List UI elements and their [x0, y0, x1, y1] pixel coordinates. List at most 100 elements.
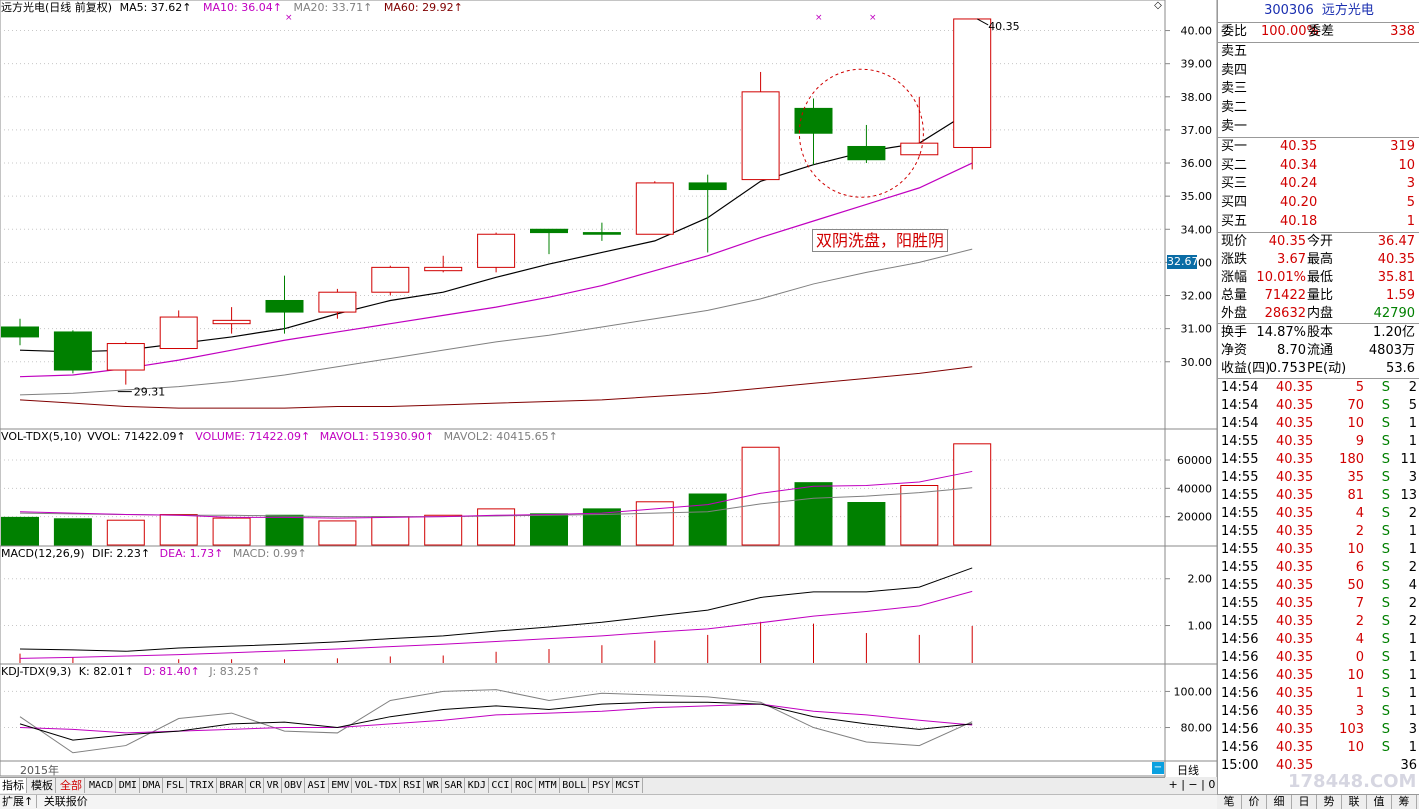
quote-value: 40.35 [1268, 233, 1306, 249]
panel-tab-1[interactable]: 价 [1242, 795, 1267, 809]
panel-tab-6[interactable]: 值 [1367, 795, 1392, 809]
tab-obv[interactable]: OBV [282, 778, 306, 793]
panel-tab-2[interactable]: 细 [1267, 795, 1292, 809]
tab-cci[interactable]: CCI [489, 778, 513, 793]
tab-rsi[interactable]: RSI [401, 778, 425, 793]
tab-sar[interactable]: SAR [442, 778, 466, 793]
tab-psy[interactable]: PSY [590, 778, 614, 793]
tick-volume: 5 [1355, 379, 1364, 395]
tick-count: 1 [1408, 433, 1417, 449]
quote-value: 3.67 [1277, 251, 1306, 267]
tab-brar[interactable]: BRAR [217, 778, 247, 793]
fin-label: 换手 [1221, 324, 1248, 340]
tick-count: 1 [1408, 415, 1417, 431]
candle-body [900, 142, 939, 156]
candle-body [212, 319, 251, 325]
tab-fsl[interactable]: FSL [164, 778, 188, 793]
y-tick-label: 20000 [1177, 511, 1212, 524]
collapse-icon[interactable]: − [1152, 762, 1164, 774]
tick-time: 14:55 [1221, 577, 1259, 593]
panel-tab-3[interactable]: 日 [1292, 795, 1317, 809]
buy-row: 买五 40.18 1 [1218, 213, 1419, 232]
diamond-icon[interactable]: ◇ [1154, 0, 1162, 11]
tab-kdj[interactable]: KDJ [466, 778, 489, 793]
tab-roc[interactable]: ROC [513, 778, 537, 793]
volume-bar [371, 516, 410, 546]
ma10-line [19, 162, 973, 378]
tick-price: 40.35 [1276, 559, 1314, 575]
tab-asi[interactable]: ASI [306, 778, 329, 793]
tick-side: S [1381, 397, 1390, 413]
tab-dma[interactable]: DMA [140, 778, 164, 793]
fin-label: 流通 [1307, 342, 1334, 358]
tick-volume: 2 [1355, 613, 1364, 629]
panel-tab-5[interactable]: 联 [1342, 795, 1367, 809]
stock-chart[interactable]: 40.0039.0038.0037.0036.0035.0034.0033.00… [0, 0, 1217, 777]
tab-boll[interactable]: BOLL [560, 778, 590, 793]
fin-row: 净资 8.70 流通 4803万 [1218, 342, 1419, 360]
tick-side: S [1381, 559, 1390, 575]
quote-label: 现价 [1221, 233, 1248, 249]
tick-price: 40.35 [1276, 613, 1314, 629]
related-quote-tab[interactable]: 关联报价 [43, 795, 88, 808]
fin-label: 收益(四) [1221, 360, 1271, 376]
panel-tab-0[interactable]: 笔 [1217, 795, 1242, 809]
tick-side: S [1381, 469, 1390, 485]
tab-全部[interactable]: 全部 [58, 778, 85, 793]
tick-side: S [1381, 505, 1390, 521]
tab-wr[interactable]: WR [425, 778, 442, 793]
tab-模板[interactable]: 模板 [29, 778, 56, 793]
volume-bar [265, 514, 304, 546]
quote-row: 总量 71422 量比 1.59 [1218, 287, 1419, 305]
vol-name: VOL-TDX(5,10) [1, 430, 82, 443]
tick-price: 40.35 [1276, 685, 1314, 701]
tick-volume: 3 [1355, 703, 1364, 719]
tick-volume: 4 [1355, 631, 1364, 647]
tick-row: 14:56 40.35 4 S 1 [1218, 631, 1419, 649]
tab-cr[interactable]: CR [247, 778, 265, 793]
tick-volume: 103 [1339, 721, 1364, 737]
y-tick-label: 30.00 [1181, 356, 1213, 369]
tick-time: 14:55 [1221, 559, 1259, 575]
tab-vol-tdx[interactable]: VOL-TDX [353, 778, 400, 793]
volume-bar [847, 502, 886, 546]
panel-tab-4[interactable]: 势 [1317, 795, 1342, 809]
period-label[interactable]: 日线 [1177, 764, 1199, 777]
tab-指标[interactable]: 指标 [0, 778, 27, 793]
quote-value: 35.81 [1377, 269, 1415, 285]
ma10-label: MA10: 36.04↑ [203, 1, 282, 14]
tab-mtm[interactable]: MTM [537, 778, 560, 793]
tick-time: 14:54 [1221, 379, 1259, 395]
tab-mcst[interactable]: MCST [614, 778, 643, 793]
ma20-label: MA20: 33.71↑ [293, 1, 373, 14]
tick-time: 14:55 [1221, 487, 1259, 503]
tab-trix[interactable]: TRIX [188, 778, 217, 793]
tick-volume: 81 [1347, 487, 1364, 503]
tick-price: 40.35 [1276, 721, 1314, 737]
tick-time: 14:54 [1221, 415, 1259, 431]
tick-count: 1 [1408, 703, 1417, 719]
zoom-controls[interactable]: + | − | 0 [1165, 777, 1217, 793]
quote-label: 外盘 [1221, 305, 1248, 321]
extend-tab[interactable]: 扩展↑ [2, 795, 38, 808]
tick-side: S [1381, 721, 1390, 737]
tab-emv[interactable]: EMV [329, 778, 353, 793]
quote-value: 10.01% [1256, 269, 1306, 285]
tick-count: 2 [1408, 595, 1417, 611]
tab-vr[interactable]: VR [265, 778, 282, 793]
tab-dmi[interactable]: DMI [117, 778, 140, 793]
tick-count: 1 [1408, 541, 1417, 557]
sell-label: 卖五 [1221, 43, 1248, 59]
mavol1-line [19, 470, 973, 519]
quote-value: 71422 [1264, 287, 1306, 303]
quote-label: 量比 [1307, 287, 1334, 303]
tick-row: 14:55 40.35 50 S 4 [1218, 577, 1419, 595]
panel-tab-7[interactable]: 筹 [1392, 795, 1417, 809]
tick-volume: 4 [1355, 505, 1364, 521]
tick-row: 14:56 40.35 3 S 1 [1218, 703, 1419, 721]
tick-row: 14:55 40.35 180 S 11 [1218, 451, 1419, 469]
tick-time: 14:55 [1221, 433, 1259, 449]
tab-macd[interactable]: MACD [87, 778, 117, 793]
buy-row: 买四 40.20 5 [1218, 194, 1419, 213]
volume-bar [794, 482, 833, 546]
